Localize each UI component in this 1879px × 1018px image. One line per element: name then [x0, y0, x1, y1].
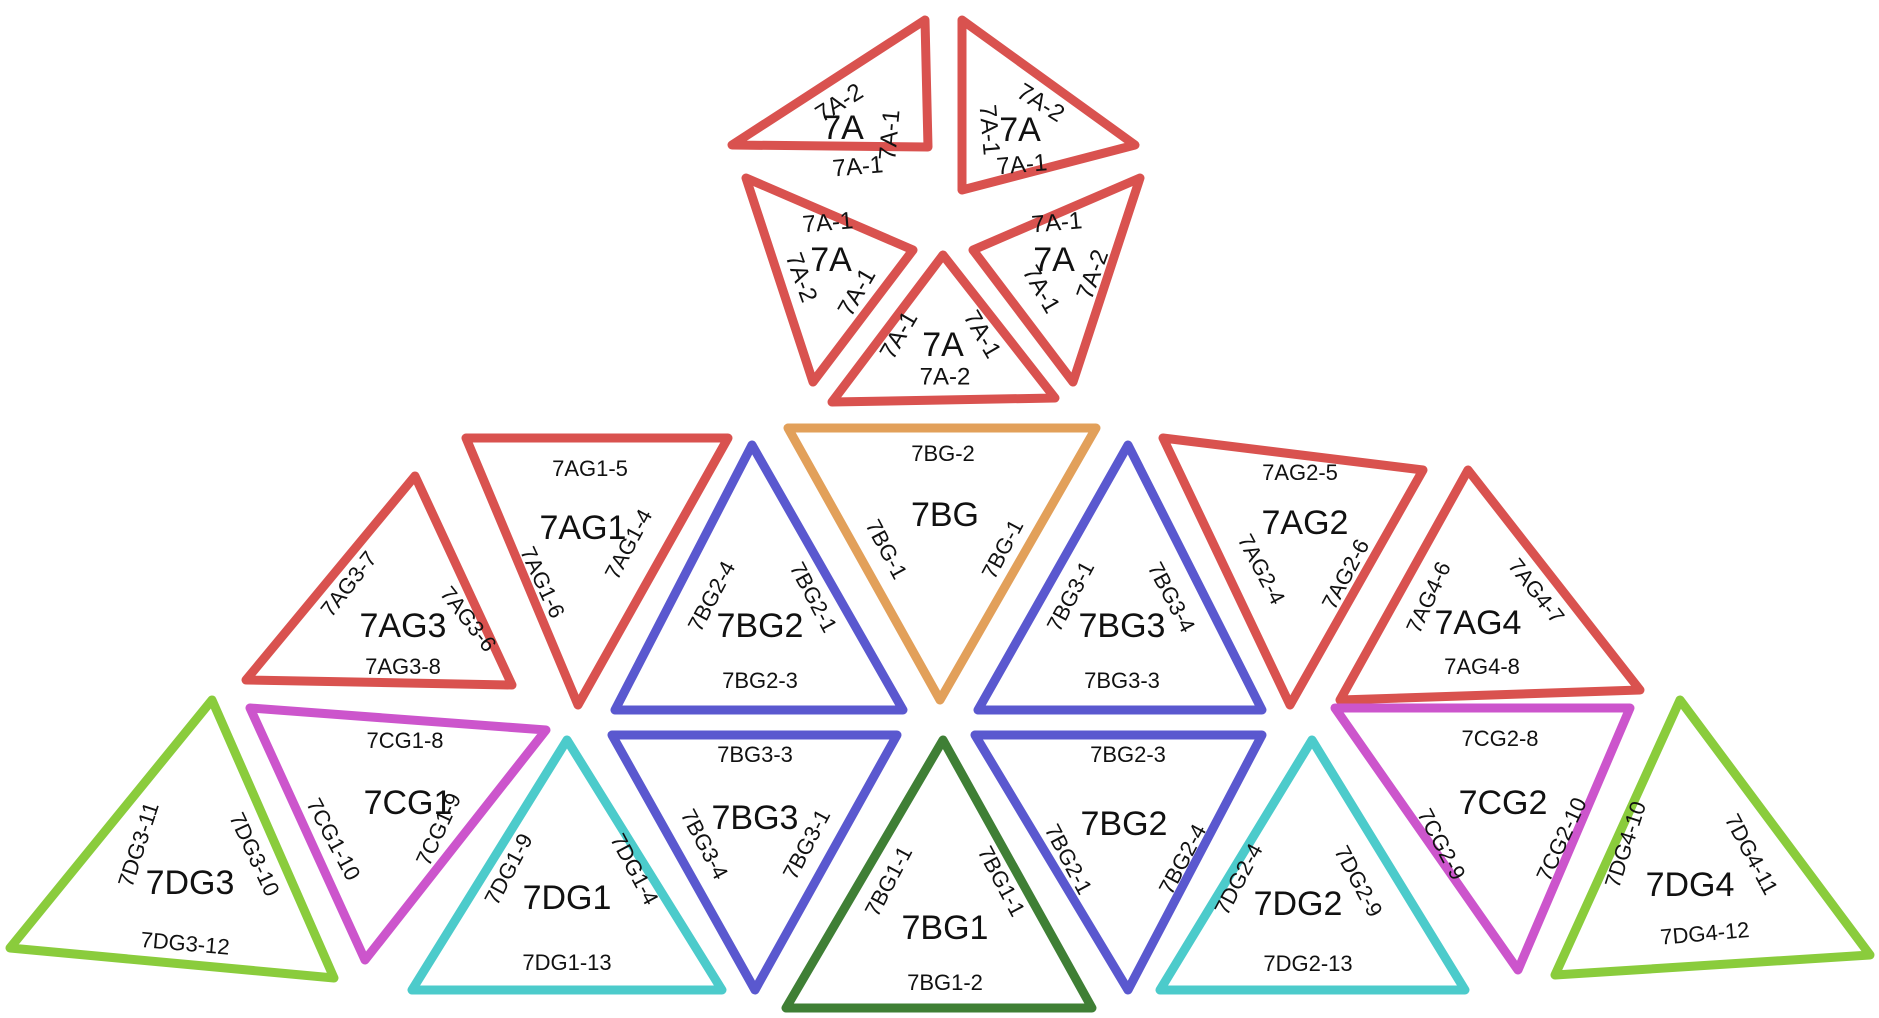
- panel-name-label: 7DG4: [1646, 866, 1735, 904]
- triangle-outline: [407, 735, 727, 995]
- panel-name-label: 7A: [822, 109, 864, 147]
- edge-label: 7A-1: [874, 108, 905, 161]
- panel-name-label: 7A: [922, 326, 964, 364]
- triangle-outline: [1550, 695, 1875, 980]
- panel-name-label: 7AG2: [1262, 504, 1349, 542]
- panel-name-label: 7AG1: [540, 509, 627, 547]
- edge-label: 7BG2-3: [1090, 742, 1166, 767]
- panel-name-label: 7BG2: [717, 607, 804, 645]
- edge-label: 7DG2-13: [1263, 951, 1352, 976]
- edge-label: 7AG2-5: [1262, 460, 1338, 485]
- panel-name-label: 7DG3: [146, 864, 235, 902]
- panel-name-label: 7CG1: [364, 784, 453, 822]
- edge-label: 7A-1: [831, 151, 884, 182]
- triangle-outline: [970, 730, 1267, 995]
- triangle-outline: [5, 695, 339, 983]
- triangle-outline: [727, 15, 933, 152]
- edge-label: 7AG3-8: [365, 654, 441, 679]
- triangle-outline: [461, 433, 733, 710]
- panel-name-label: 7BG2: [1081, 805, 1168, 843]
- panel-name-label: 7AG4: [1435, 604, 1522, 642]
- panel-name-label: 7A: [1033, 241, 1075, 279]
- panel-name-label: 7BG3: [1079, 607, 1166, 645]
- triangle-outline: [781, 735, 1097, 1013]
- triangle-outline: [1335, 465, 1645, 705]
- edge-label: 7A-1: [1030, 207, 1083, 238]
- edge-label: 7BG3-3: [717, 742, 793, 767]
- edge-label: 7BG1-2: [907, 970, 983, 995]
- panel-name-label: 7BG1: [902, 909, 989, 947]
- edge-label: 7A-1: [995, 149, 1048, 180]
- triangle-outline: [607, 730, 902, 995]
- panel-name-label: 7DG2: [1254, 885, 1343, 923]
- panel-name-label: 7A: [999, 111, 1041, 149]
- triangle-outline: [973, 440, 1267, 715]
- edge-label: 7BG-2: [911, 441, 975, 466]
- edge-label: 7A-2: [920, 363, 971, 390]
- triangle-outline: [1155, 735, 1470, 995]
- edge-label: 7AG1-5: [552, 456, 628, 481]
- triangle-outline: [610, 440, 908, 715]
- triangle-outline: [241, 471, 517, 690]
- panel-name-label: 7A: [810, 241, 852, 279]
- triangle-outline: [1330, 703, 1635, 975]
- triangle-outline: [741, 173, 918, 387]
- panel-name-label: 7CG2: [1459, 784, 1548, 822]
- edge-label: 7AG4-8: [1444, 654, 1520, 679]
- triangle-outline: [968, 173, 1145, 387]
- edge-label: 7A-1: [801, 207, 854, 238]
- triangle-outline: [1158, 433, 1428, 710]
- panel-name-label: 7BG3: [712, 799, 799, 837]
- edge-label: 7BG3-3: [1084, 668, 1160, 693]
- panel-name-label: 7AG3: [360, 607, 447, 645]
- edge-label: 7BG2-3: [722, 668, 798, 693]
- triangle-outline: [827, 250, 1060, 407]
- triangle-outline: [245, 703, 551, 965]
- edge-label: 7A-1: [973, 103, 1004, 156]
- edge-label: 7CG2-8: [1461, 726, 1538, 751]
- edge-label: 7CG1-8: [366, 728, 443, 753]
- panel-name-label: 7DG1: [523, 879, 612, 917]
- triangle-outline: [783, 423, 1101, 705]
- edge-label: 7DG1-13: [522, 950, 611, 975]
- triangle-outline: [957, 15, 1140, 195]
- panel-name-label: 7BG: [911, 496, 979, 534]
